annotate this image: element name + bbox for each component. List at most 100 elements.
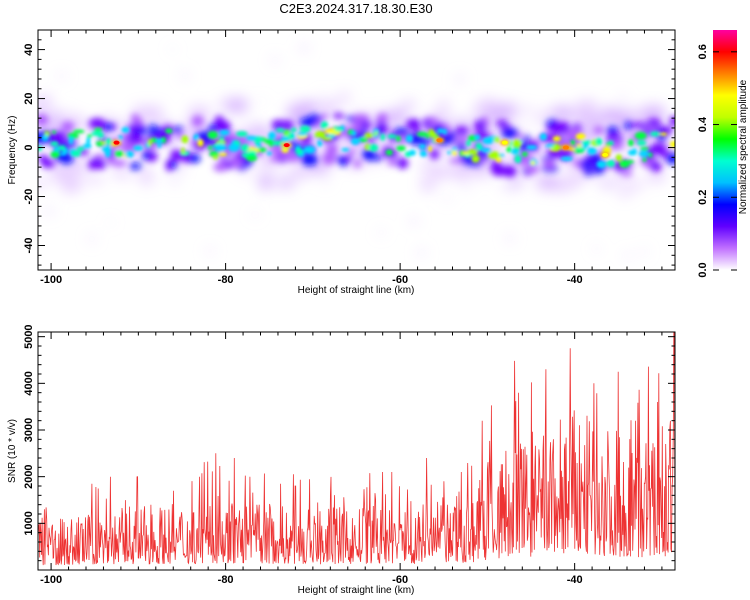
heatmap-cell <box>466 140 471 147</box>
heatmap-cell <box>130 113 140 124</box>
heatmap-cell <box>41 209 46 216</box>
heatmap-cell <box>509 177 522 189</box>
colorbar-gradient <box>713 30 737 270</box>
heatmap-cell <box>467 149 478 155</box>
heatmap-cell <box>187 153 201 163</box>
heatmap-cell <box>281 136 290 144</box>
heatmap-cell <box>219 136 225 142</box>
heatmap-cell <box>380 123 389 133</box>
heatmap-cell <box>255 138 260 145</box>
heatmap-cell <box>626 160 635 164</box>
heatmap-cell <box>628 139 634 147</box>
heatmap-cell <box>149 127 168 135</box>
heatmap-cell <box>191 115 204 127</box>
heatmap-cell <box>49 162 70 178</box>
snr-y-axis-label: SNR (10 * v/v) <box>7 419 18 483</box>
heatmap-cell <box>503 183 512 192</box>
heatmap-cell <box>57 145 66 151</box>
heatmap-cell <box>102 123 114 131</box>
x-tick-label: -40 <box>567 574 583 586</box>
heatmap-cell <box>322 152 336 166</box>
heatmap-cell <box>643 105 666 124</box>
snr-frame <box>37 331 676 571</box>
heatmap-cell <box>628 149 636 156</box>
heatmap-cell <box>359 137 368 143</box>
heatmap-cell <box>251 212 260 218</box>
heatmap-cell <box>553 179 569 193</box>
heatmap-cell <box>630 181 643 190</box>
spectrogram-frame <box>37 29 676 271</box>
heatmap-cell <box>650 131 661 137</box>
heatmap-cell <box>642 157 647 162</box>
heatmap-cell <box>421 176 435 192</box>
heatmap-cell <box>259 173 273 190</box>
heatmap-cell <box>377 229 385 236</box>
spectrogram-x-axis-label: Height of straight line (km) <box>298 285 415 296</box>
heatmap-cell <box>503 165 517 178</box>
heatmap-cell <box>219 152 227 157</box>
heatmap-cell <box>86 137 91 145</box>
heatmap-cell <box>47 205 55 216</box>
heatmap-cell <box>218 100 228 108</box>
heatmap-cell <box>320 176 330 185</box>
heatmap-cell <box>518 152 533 166</box>
y-tick-label: 3000 <box>23 418 35 442</box>
heatmap-cell <box>416 131 429 137</box>
snr-axes: -100 -80 -60 -40 1000 2000 3000 4000 5000 <box>23 324 675 586</box>
heatmap-cell <box>320 100 339 115</box>
heatmap-hotspot <box>283 143 290 148</box>
heatmap-cell <box>219 129 230 136</box>
heatmap-cell <box>649 143 667 153</box>
heatmap-cell <box>193 134 200 141</box>
heatmap-cell <box>51 109 61 119</box>
heatmap-cell <box>205 247 215 255</box>
heatmap-cell <box>148 105 163 124</box>
heatmap-cell <box>275 128 285 133</box>
heatmap-cell <box>442 195 453 201</box>
heatmap-cell <box>405 134 413 143</box>
y-tick-label: -40 <box>23 238 35 254</box>
heatmap-cell <box>468 159 483 166</box>
heatmap-cell <box>461 181 472 190</box>
heatmap-cell <box>169 160 177 170</box>
heatmap-cell <box>181 135 189 144</box>
heatmap-cell <box>271 140 284 146</box>
x-tick-label: -60 <box>392 274 408 286</box>
heatmap-cell <box>474 119 485 133</box>
heatmap-cell <box>299 43 309 53</box>
heatmap-cell <box>580 160 595 169</box>
heatmap-cell <box>576 143 582 148</box>
heatmap-cell <box>625 121 632 131</box>
heatmap-cell <box>38 155 50 162</box>
heatmap-cell <box>287 132 294 140</box>
heatmap-cell <box>259 99 267 104</box>
heatmap-cell <box>195 131 212 140</box>
heatmap-cell <box>38 180 48 188</box>
heatmap-cell <box>453 136 469 142</box>
colorbar-ticks: 0.0 0.2 0.4 0.6 <box>697 44 737 278</box>
heatmap-cell <box>160 136 167 144</box>
heatmap-cell <box>318 93 327 99</box>
heatmap-cell <box>475 142 482 151</box>
heatmap-cell <box>387 159 398 167</box>
heatmap-cell <box>247 150 258 157</box>
heatmap-cell <box>299 125 311 133</box>
heatmap-cell <box>631 122 649 129</box>
heatmap-cell <box>442 128 448 135</box>
heatmap-cell <box>638 150 650 157</box>
heatmap-cell <box>240 144 250 152</box>
heatmap-cell <box>209 151 220 157</box>
heatmap-cell <box>497 143 505 153</box>
heatmap-cell <box>573 109 594 122</box>
heatmap-cell <box>344 154 352 162</box>
heatmap-cell <box>351 137 360 145</box>
heatmap-cell <box>552 136 561 142</box>
heatmap-cell <box>522 107 533 116</box>
heatmap-cell <box>207 131 219 139</box>
heatmap-cell <box>416 248 427 257</box>
heatmap-cell <box>107 220 114 225</box>
heatmap-cell <box>505 233 514 243</box>
heatmap-cell <box>526 165 540 174</box>
heatmap-cell <box>615 154 622 162</box>
heatmap-cell <box>402 101 415 109</box>
